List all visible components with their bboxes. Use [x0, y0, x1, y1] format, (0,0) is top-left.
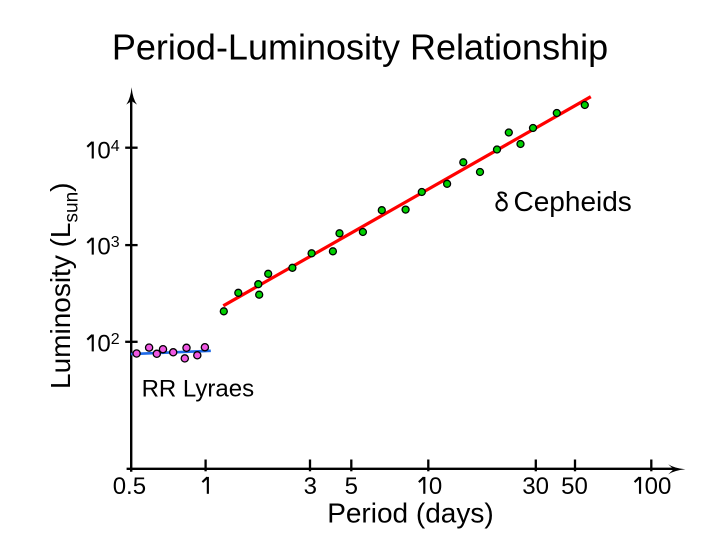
svg-text:3: 3	[304, 473, 317, 500]
svg-text:5: 5	[345, 473, 358, 500]
svg-text:50: 50	[561, 473, 588, 500]
svg-text:0: 0	[429, 473, 442, 500]
svg-text:0: 0	[97, 138, 110, 165]
svg-text:RR Lyraes: RR Lyraes	[142, 375, 254, 402]
svg-text:00: 00	[645, 473, 672, 500]
svg-text:0.5: 0.5	[113, 473, 146, 500]
svg-text:Cepheids: Cepheids	[514, 186, 632, 217]
svg-text:Period-Luminosity Relationship: Period-Luminosity Relationship	[112, 27, 608, 68]
svg-text:Period (days): Period (days)	[327, 498, 494, 529]
svg-text:3: 3	[111, 234, 120, 251]
svg-text:4: 4	[111, 138, 120, 155]
svg-text:0: 0	[97, 234, 110, 261]
svg-text:30: 30	[522, 473, 549, 500]
svg-text:2: 2	[111, 331, 120, 348]
svg-text:0: 0	[97, 330, 110, 357]
